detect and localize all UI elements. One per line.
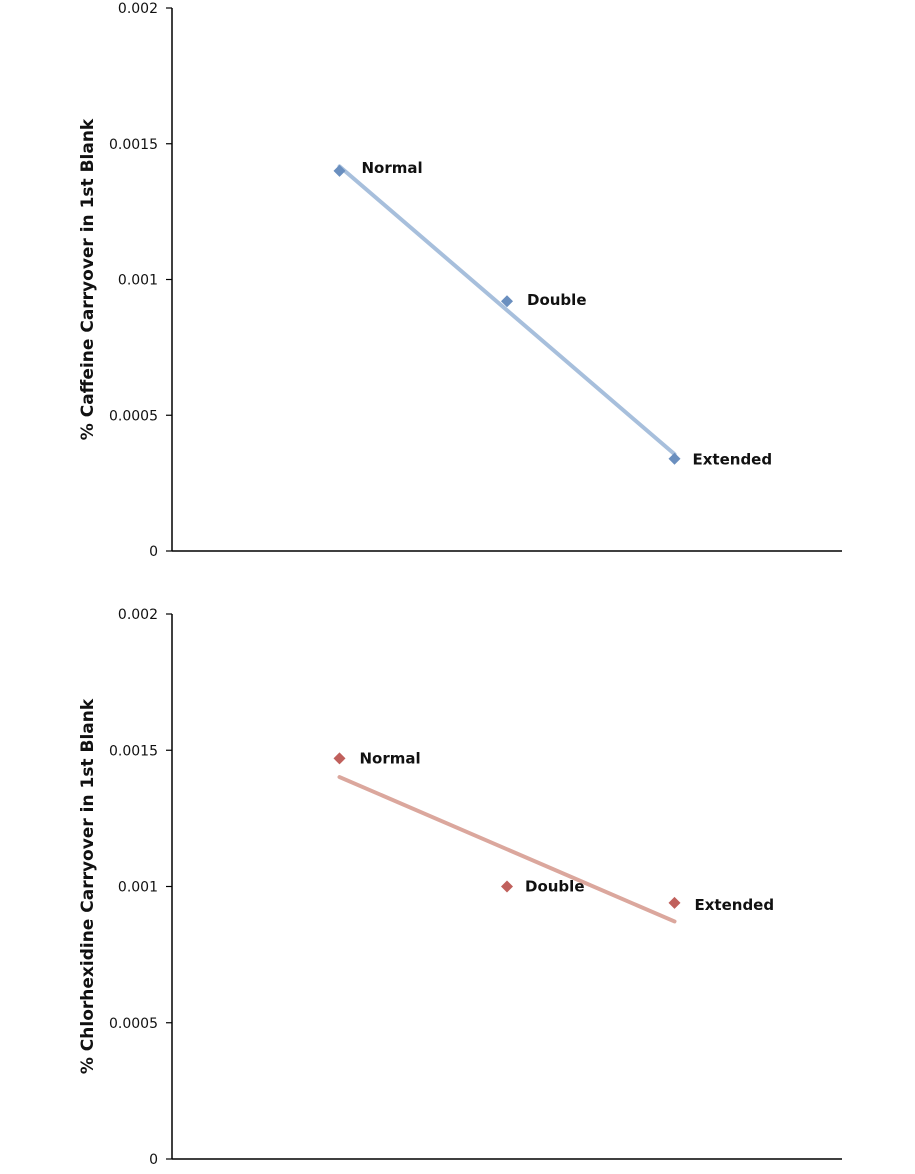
y-tick-label: 0.002 xyxy=(118,607,158,623)
trendline xyxy=(337,164,677,457)
y-tick-label: 0 xyxy=(149,1152,158,1168)
data-point-label: Double xyxy=(525,878,585,896)
y-axis-title: % Chlorhexidine Carryover in 1st Blank xyxy=(78,698,98,1074)
y-tick-label: 0.0005 xyxy=(109,1016,158,1032)
data-point-label: Normal xyxy=(360,749,421,767)
data-point-marker xyxy=(668,896,681,909)
y-tick-label: 0.001 xyxy=(118,273,158,289)
trendline xyxy=(337,775,677,924)
data-point-label: Double xyxy=(527,291,587,309)
data-point-marker xyxy=(668,452,681,465)
chart-caffeine: 0 0.0005 0.001 0.0015 0.002 % Caffeine Carryo… xyxy=(78,1,842,560)
chart-chlorhexidine: 0 0.0005 0.001 0.0015 0.002 % Chlorhexidine C… xyxy=(78,607,842,1168)
y-tick-label: 0.002 xyxy=(118,1,158,17)
data-point-marker xyxy=(501,295,513,308)
data-point-label: Extended xyxy=(695,896,775,914)
y-tick-label: 0.0015 xyxy=(109,743,158,759)
data-point-marker xyxy=(333,164,346,177)
y-axis-title: % Caffeine Carryover in 1st Blank xyxy=(78,118,98,440)
data-point-marker xyxy=(333,752,346,765)
y-tick-label: 0.0015 xyxy=(109,137,158,153)
y-tick-label: 0.001 xyxy=(118,880,158,896)
data-point-label: Normal xyxy=(362,159,423,177)
data-point-label: Extended xyxy=(693,451,773,469)
data-point-marker xyxy=(501,880,513,893)
y-tick-label: 0 xyxy=(149,544,158,560)
y-tick-label: 0.0005 xyxy=(109,408,158,424)
